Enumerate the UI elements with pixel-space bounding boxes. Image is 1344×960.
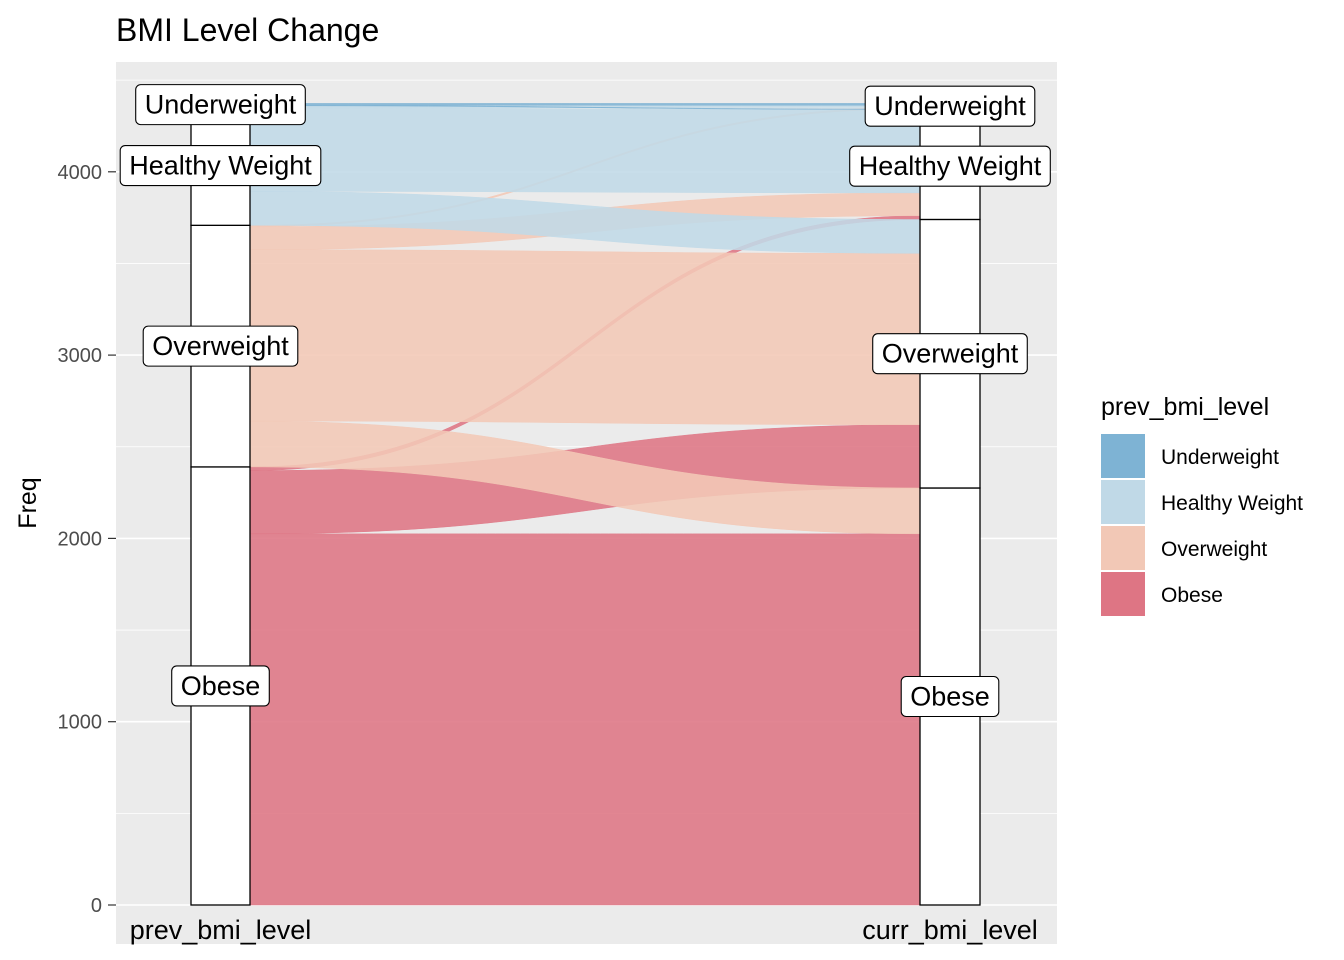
legend-title: prev_bmi_level — [1101, 393, 1269, 421]
curr-stratum-label-overweight: Overweight — [872, 333, 1028, 375]
y-tick-label: 4000 — [58, 162, 103, 184]
legend-label-overweight: Overweight — [1161, 538, 1267, 561]
flow-overweight-to-overweight — [249, 249, 921, 426]
x-axis-label-prev: prev_bmi_level — [130, 915, 312, 945]
curr-stratum-label-obese: Obese — [900, 675, 1000, 718]
svg-text:Overweight: Overweight — [152, 331, 289, 361]
legend-label-obese: Obese — [1161, 584, 1223, 607]
x-axis: prev_bmi_level curr_bmi_level — [130, 915, 1038, 945]
y-tick-label: 0 — [91, 895, 102, 917]
legend: prev_bmi_level Underweight Healthy Weight… — [1101, 393, 1303, 616]
svg-text:Overweight: Overweight — [882, 339, 1019, 369]
chart-title: BMI Level Change — [116, 12, 379, 48]
legend-swatch-overweight — [1101, 526, 1145, 570]
x-axis-label-curr: curr_bmi_level — [862, 915, 1038, 945]
flow-layer — [249, 103, 921, 906]
y-tick-label: 2000 — [58, 528, 103, 550]
svg-text:Healthy Weight: Healthy Weight — [129, 151, 312, 181]
svg-text:Underweight: Underweight — [874, 91, 1026, 121]
y-tick-label: 1000 — [58, 712, 103, 734]
stratum-label-layer: Underweight Healthy Weight Overweight Obese… — [119, 84, 1051, 718]
svg-text:Obese: Obese — [181, 671, 261, 701]
legend-swatch-underweight — [1101, 434, 1145, 478]
legend-label-healthy-weight: Healthy Weight — [1161, 492, 1303, 515]
prev-stratum-label-overweight: Overweight — [142, 325, 299, 367]
svg-text:Obese: Obese — [910, 681, 990, 711]
legend-label-underweight: Underweight — [1161, 446, 1279, 469]
legend-swatch-obese — [1101, 572, 1145, 616]
y-axis-label: Freq — [14, 477, 42, 528]
flow-healthy-weight-to-healthy-weight — [249, 107, 921, 194]
flow-underweight-to-underweight — [249, 103, 921, 106]
legend-swatch-healthy-weight — [1101, 480, 1145, 524]
svg-text:Healthy Weight: Healthy Weight — [859, 151, 1042, 181]
svg-text:Underweight: Underweight — [145, 90, 297, 120]
curr-stratum-label-underweight: Underweight — [864, 85, 1036, 127]
y-tick-label: 3000 — [58, 345, 103, 367]
prev-stratum-label-healthy-weight: Healthy Weight — [119, 145, 322, 187]
curr-stratum-label-healthy-weight: Healthy Weight — [849, 145, 1051, 187]
prev-stratum-label-underweight: Underweight — [135, 84, 306, 126]
y-axis: 0 1000 2000 3000 4000 — [58, 162, 116, 917]
prev-stratum-label-obese: Obese — [171, 665, 270, 707]
flow-obese-to-obese — [249, 533, 921, 906]
